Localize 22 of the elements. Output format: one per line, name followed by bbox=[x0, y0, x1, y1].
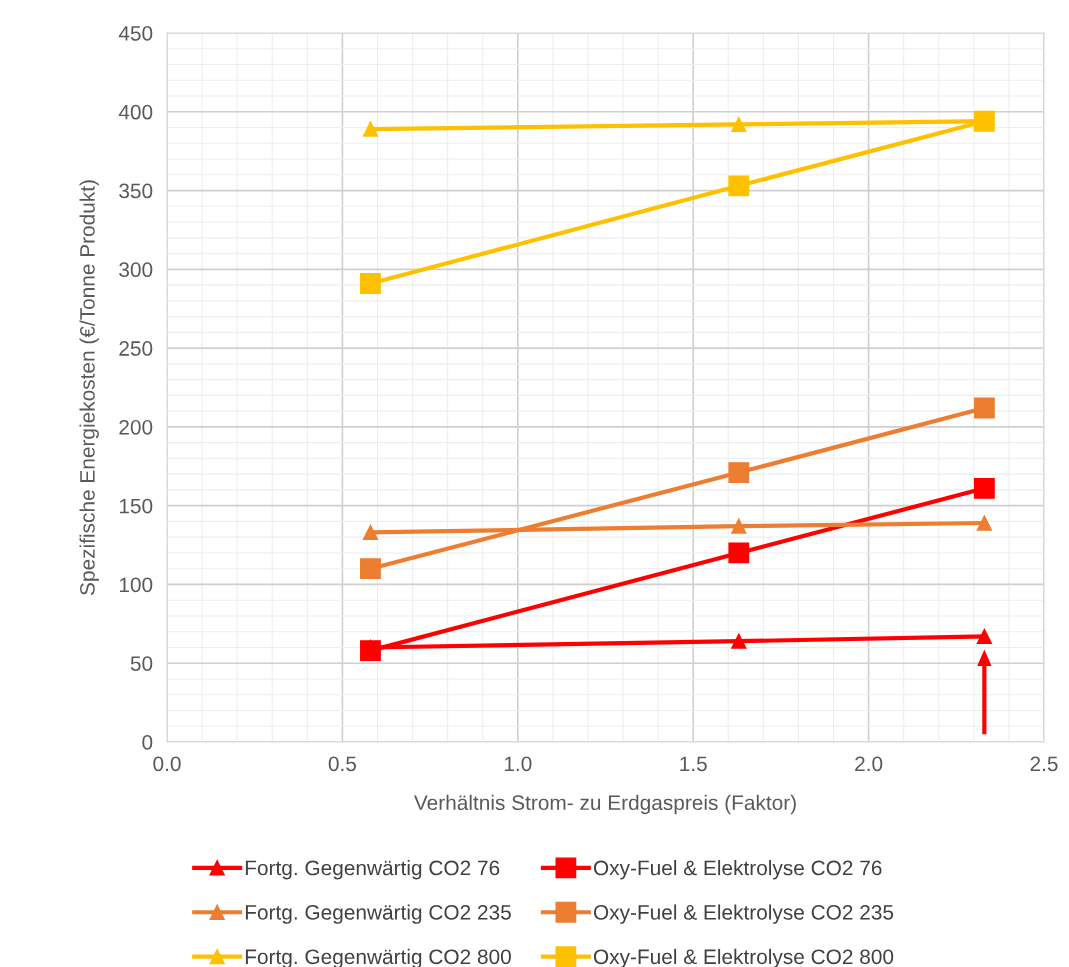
legend-label: Oxy-Fuel & Elektrolyse CO2 76 bbox=[593, 860, 882, 880]
legend-label: Fortg. Gegenwärtig CO2 235 bbox=[245, 904, 511, 924]
y-tick-label: 0 bbox=[142, 735, 153, 750]
x-tick-label: 1.0 bbox=[504, 756, 532, 772]
x-axis-title: Verhältnis Strom- zu Erdgaspreis (Faktor) bbox=[413, 794, 796, 815]
legend-label: Oxy-Fuel & Elektrolyse CO2 235 bbox=[593, 904, 894, 924]
x-tick-label: 0.5 bbox=[328, 756, 357, 772]
legend-label: Fortg. Gegenwärtig CO2 76 bbox=[245, 860, 500, 880]
y-tick-label: 450 bbox=[118, 26, 153, 41]
y-tick-label: 100 bbox=[119, 577, 153, 593]
x-tick-label: 2.0 bbox=[855, 756, 883, 772]
y-tick-label: 300 bbox=[119, 262, 153, 278]
y-tick-label: 150 bbox=[119, 498, 153, 514]
y-tick-label: 400 bbox=[118, 104, 153, 120]
y-axis-title: Spezifische Energiekosten (€/Tonne Produkt) bbox=[79, 180, 99, 595]
y-tick-label: 350 bbox=[119, 183, 153, 199]
x-tick-label: 2.5 bbox=[1030, 756, 1058, 772]
x-tick-label: 0.0 bbox=[153, 756, 181, 772]
y-tick-label: 200 bbox=[119, 419, 153, 435]
y-tick-label: 250 bbox=[119, 341, 153, 356]
x-tick-label: 1.5 bbox=[680, 756, 707, 772]
y-tick-label: 50 bbox=[130, 656, 153, 671]
